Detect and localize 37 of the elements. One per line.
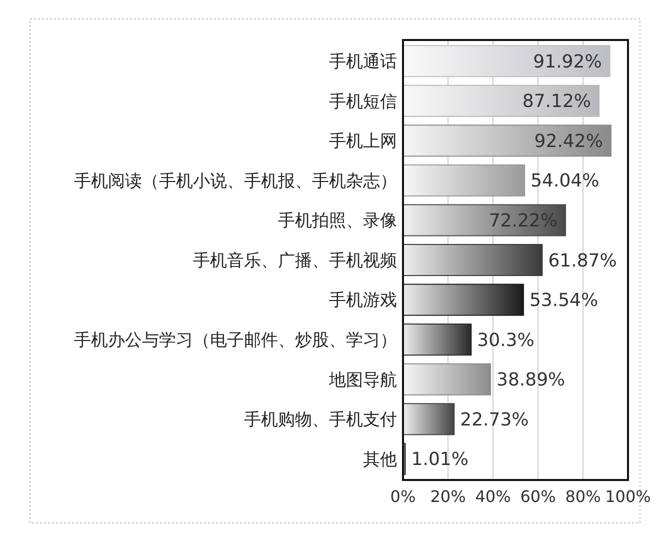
bar	[402, 363, 492, 396]
data-label: 92.42%	[534, 130, 603, 152]
data-label: 61.87%	[548, 250, 617, 272]
data-label: 1.01%	[411, 449, 468, 470]
y-tick-label: 手机购物、手机支付	[244, 410, 397, 430]
y-tick-label: 手机短信	[329, 92, 397, 112]
bar	[402, 403, 455, 436]
bar	[402, 45, 610, 78]
x-tick-label: 80%	[565, 487, 601, 506]
x-tick-label: 40%	[475, 487, 511, 506]
bar	[402, 244, 543, 276]
data-label: 87.12%	[522, 91, 592, 112]
x-tick-label: 100%	[605, 487, 651, 506]
x-tick-label: 0%	[390, 487, 416, 506]
y-tick-label: 手机拍照、录像	[278, 211, 397, 232]
y-tick-label: 手机音乐、广播、手机视频	[193, 250, 397, 271]
data-label: 22.73%	[460, 409, 529, 430]
y-tick-label: 其他	[363, 450, 397, 470]
bar	[402, 164, 526, 196]
bar	[402, 204, 566, 236]
y-tick-label: 手机办公与学习（电子邮件、炒股、学习）	[74, 330, 397, 351]
data-label: 54.04%	[530, 170, 600, 192]
bar	[402, 324, 472, 356]
data-label: 72.22%	[488, 210, 558, 232]
y-tick-label: 地图导航	[328, 370, 397, 390]
bar	[402, 124, 612, 157]
y-tick-label: 手机阅读（手机小说、手机报、手机杂志）	[74, 171, 397, 192]
bar	[402, 84, 600, 117]
data-label: 30.3%	[477, 330, 534, 351]
data-label: 91.92%	[533, 51, 602, 72]
x-tick-label: 60%	[520, 487, 556, 506]
y-tick-label: 手机通话	[329, 52, 397, 72]
y-tick-label: 手机上网	[329, 132, 397, 152]
x-tick-label: 20%	[430, 487, 466, 506]
y-tick-label: 手机游戏	[329, 290, 397, 311]
data-label: 53.54%	[529, 290, 598, 312]
data-label: 38.89%	[496, 370, 566, 391]
